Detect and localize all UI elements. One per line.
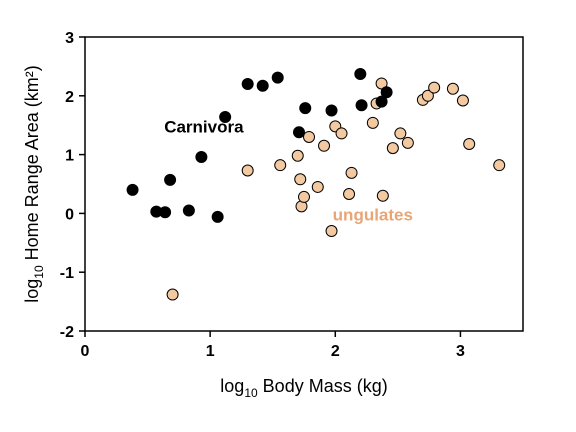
ungulate-point xyxy=(311,180,324,193)
ungulate-point xyxy=(291,149,304,162)
ungulate-point xyxy=(303,130,316,143)
x-axis-label: log10 Body Mass (kg) xyxy=(220,376,387,400)
ungulate-point xyxy=(325,225,338,238)
x-tick-label: 1 xyxy=(206,343,215,360)
carnivora-point xyxy=(256,79,269,92)
plot-area-border xyxy=(84,36,524,332)
carnivora-point xyxy=(380,86,393,99)
ungulate-point xyxy=(493,159,506,172)
carnivora-point xyxy=(271,71,284,84)
carnivora-point xyxy=(299,102,312,115)
carnivora-label: Carnivora xyxy=(164,117,244,136)
carnivora-point xyxy=(355,99,368,112)
ungulate-point xyxy=(456,94,469,107)
ungulate-point xyxy=(375,77,388,90)
axis-ticks: -2 -1 0 1 2 3 0 1 2 3 xyxy=(60,30,465,360)
data-points xyxy=(126,68,506,301)
y-tick-label: -2 xyxy=(60,324,74,341)
y-tick-label: 3 xyxy=(65,30,74,47)
ungulate-point xyxy=(294,173,307,186)
carnivora-point xyxy=(211,210,224,223)
ungulate-point xyxy=(241,164,254,177)
carnivora-point xyxy=(292,126,305,139)
y-axis-label: log10 Home Range Area (km²) xyxy=(22,65,46,302)
ungulate-point xyxy=(335,127,348,140)
carnivora-point xyxy=(354,68,367,81)
ungulates-label: ungulates xyxy=(333,205,413,224)
carnivora-point xyxy=(182,204,195,217)
annotations: Carnivora ungulates xyxy=(164,117,413,224)
carnivora-point xyxy=(126,183,139,196)
ungulate-point xyxy=(394,127,407,140)
carnivora-point xyxy=(241,78,254,91)
carnivora-point xyxy=(195,150,208,163)
ungulate-point xyxy=(376,189,389,202)
ungulate-point xyxy=(421,89,434,102)
y-tick-label: 1 xyxy=(65,148,74,165)
y-tick-label: -1 xyxy=(60,265,74,282)
carnivora-point xyxy=(375,95,388,108)
ungulate-point xyxy=(343,187,356,200)
y-tick-label: 2 xyxy=(65,89,74,106)
ungulate-point xyxy=(428,81,441,94)
ungulate-point xyxy=(446,82,459,95)
x-tick-label: 3 xyxy=(456,343,465,360)
y-tick-label: 0 xyxy=(65,206,74,223)
carnivora-point xyxy=(325,104,338,117)
ungulate-point xyxy=(463,138,476,151)
plot-frame xyxy=(84,36,524,332)
carnivora-point xyxy=(159,206,172,219)
ungulate-point xyxy=(345,166,358,179)
ungulate-point xyxy=(274,159,287,172)
ungulate-point xyxy=(166,288,179,301)
ungulate-point xyxy=(401,136,414,149)
carnivora-point xyxy=(164,173,177,186)
x-tick-label: 0 xyxy=(81,343,90,360)
axis-labels: log10 Body Mass (kg) log10 Home Range Are… xyxy=(22,65,388,400)
ungulate-point xyxy=(366,116,379,129)
x-tick-label: 2 xyxy=(331,343,340,360)
ungulate-point xyxy=(318,139,331,152)
carnivora-point xyxy=(219,110,232,123)
ungulate-point xyxy=(298,190,310,203)
ungulate-point xyxy=(386,142,399,155)
